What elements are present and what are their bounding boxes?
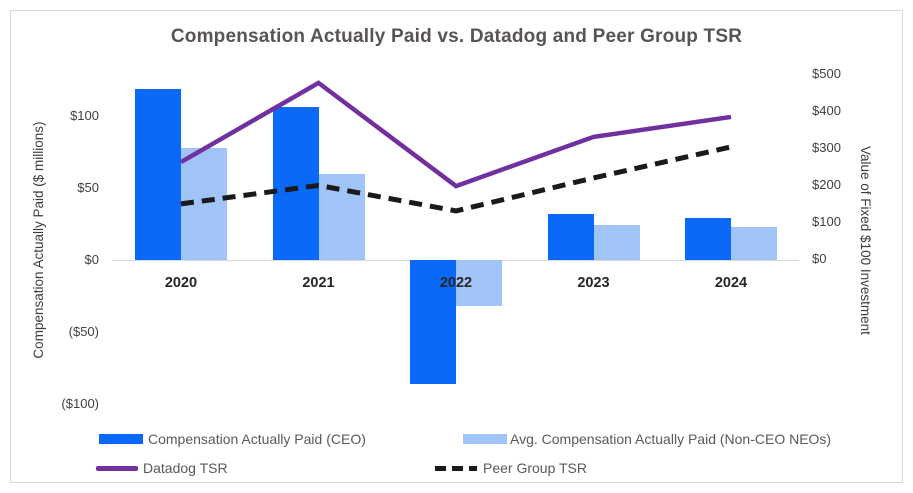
x-axis-label-2021: 2021 <box>302 275 335 291</box>
left-axis-tick: ($50) <box>68 324 99 339</box>
chart-title: Compensation Actually Paid vs. Datadog a… <box>170 26 743 47</box>
left-axis-tick: $50 <box>77 180 99 195</box>
bar-ceo-2022 <box>410 260 456 384</box>
right-axis-tick: $200 <box>812 177 841 192</box>
bar-neo-2020 <box>181 147 227 260</box>
bar-ceo-2024 <box>685 218 731 260</box>
bar-ceo-2020 <box>135 88 181 260</box>
left-axis-tick: ($100) <box>61 396 99 411</box>
legend-swatch-ceo <box>99 434 143 444</box>
x-axis-label-2020: 2020 <box>164 275 198 291</box>
bar-neo-2022 <box>456 260 502 307</box>
right-axis-tick: $500 <box>812 66 841 81</box>
right-axis-tick: $300 <box>812 140 841 155</box>
bar-neo-2023 <box>593 225 640 260</box>
bar-ceo-2021 <box>272 107 319 260</box>
x-axis-label-2022: 2022 <box>439 275 473 291</box>
left-axis-tick: $0 <box>84 252 99 267</box>
x-axis-label-2024: 2024 <box>714 275 748 291</box>
right-axis-tick: $100 <box>812 214 841 229</box>
bar-neo-2021 <box>318 173 365 260</box>
legend-label-neo: Avg. Compensation Actually Paid (Non-CEO… <box>510 431 832 447</box>
x-axis-label-2023: 2023 <box>577 275 610 291</box>
right-axis-tick: $400 <box>812 103 841 118</box>
chart-border <box>10 10 903 483</box>
left-axis-tick: $100 <box>70 108 99 123</box>
legend-label-ceo: Compensation Actually Paid (CEO) <box>148 431 366 447</box>
right-axis-title: Value of Fixed $100 Investment <box>858 145 873 335</box>
legend-swatch-neo <box>463 434 507 444</box>
legend-label-datadog-tsr: Datadog TSR <box>143 460 228 476</box>
bar-ceo-2023 <box>547 213 594 260</box>
legend-swatch-peer-group-tsr <box>435 465 477 471</box>
legend-label-peer-group-tsr: Peer Group TSR <box>483 460 588 476</box>
legend-swatch-datadog-tsr <box>96 466 138 471</box>
bar-neo-2024 <box>731 226 777 260</box>
right-axis-tick: $0 <box>812 251 827 266</box>
